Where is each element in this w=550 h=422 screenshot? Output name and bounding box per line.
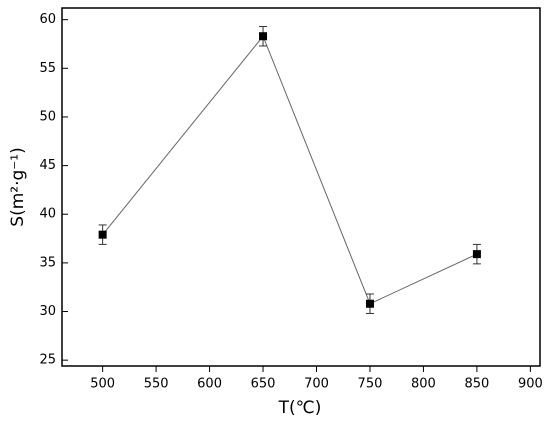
x-tick-label: 600 <box>197 377 222 392</box>
y-tick-label: 35 <box>39 255 56 270</box>
y-tick-label: 40 <box>39 207 56 222</box>
marker <box>365 299 374 308</box>
y-axis-label: S(m²·g⁻¹) <box>8 147 28 226</box>
y-tick-label: 45 <box>39 158 56 173</box>
y-tick-label: 30 <box>39 304 56 319</box>
x-tick-label: 900 <box>518 377 543 392</box>
y-tick-label: 50 <box>39 109 56 124</box>
x-tick-label: 650 <box>251 377 276 392</box>
data-line <box>102 35 478 305</box>
x-tick-label: 700 <box>304 377 329 392</box>
x-tick-label: 850 <box>464 377 489 392</box>
x-tick-label: 800 <box>411 377 436 392</box>
plot-frame <box>61 7 541 367</box>
x-tick-label: 750 <box>358 377 383 392</box>
marker <box>472 250 481 259</box>
x-tick-label: 550 <box>144 377 169 392</box>
y-tick-label: 55 <box>39 61 56 76</box>
marker <box>259 32 268 41</box>
x-axis-label: T(℃) <box>278 398 322 418</box>
marker <box>98 230 107 239</box>
y-tick-label: 60 <box>39 12 56 27</box>
y-tick-label: 25 <box>39 353 56 368</box>
x-tick-label: 500 <box>90 377 115 392</box>
